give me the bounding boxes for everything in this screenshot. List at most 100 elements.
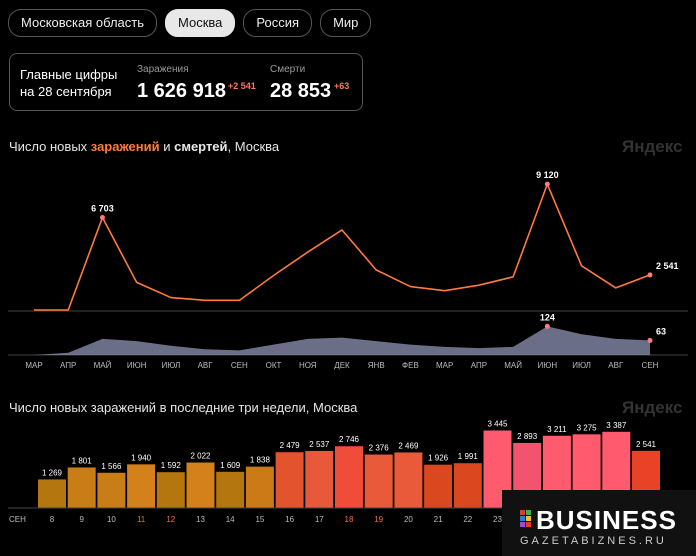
annotation-point: [647, 272, 653, 278]
x-tick-label: ИЮЛ: [162, 361, 181, 370]
summary-card: Главные цифры на 28 сентября Заражения 1…: [9, 53, 363, 111]
bar-value-label: 2 537: [309, 440, 330, 449]
x-tick-label: МАЙ: [94, 361, 112, 370]
chart1-title-cases: заражений: [90, 139, 160, 154]
bar-value-label: 1 838: [250, 456, 271, 465]
x-tick-label: АВГ: [608, 361, 624, 370]
bar-value-label: 1 269: [42, 468, 63, 477]
x-tick-label: ЯНВ: [368, 361, 385, 370]
x-tick-label: АПР: [471, 361, 487, 370]
chart1-title-post: , Москва: [227, 139, 280, 154]
annotation-point: [99, 214, 105, 220]
bar: [305, 450, 334, 508]
annotation-point: [544, 323, 550, 329]
logo-mark-icon: [520, 510, 532, 530]
bar-value-label: 1 991: [458, 452, 479, 461]
tab-russia[interactable]: Россия: [243, 9, 313, 37]
x-tick-label: ИЮН: [127, 361, 147, 370]
x-tick-label: 13: [196, 515, 205, 524]
x-tick-label: 19: [374, 515, 383, 524]
bar-value-label: 2 022: [190, 452, 211, 461]
chart1-title: Число новых заражений и смертей, Москва: [9, 139, 279, 154]
annotation-label: 9 120: [536, 170, 559, 180]
x-tick-label: СЕН: [231, 361, 248, 370]
x-tick-label: ОКТ: [266, 361, 282, 370]
x-tick-label: МАР: [25, 361, 42, 370]
x-tick-label: АПР: [60, 361, 76, 370]
bar-value-label: 1 592: [161, 461, 182, 470]
tab-world[interactable]: Мир: [320, 9, 372, 37]
annotation-label: 2 541: [656, 261, 679, 271]
x-tick-label: ИЮН: [538, 361, 558, 370]
summary-title: Главные цифры на 28 сентября: [20, 66, 140, 100]
bar-value-label: 1 566: [101, 462, 122, 471]
chart1-title-mid: и: [159, 139, 175, 154]
region-tabs: Московская область Москва Россия Мир: [8, 9, 372, 37]
annotation-label: 63: [656, 326, 666, 336]
x-tick-label: СЕН: [642, 361, 659, 370]
summary-title-line1: Главные цифры: [20, 67, 118, 82]
bar: [275, 452, 304, 508]
bar: [156, 472, 185, 508]
bar: [453, 463, 482, 508]
x-tick-label: 20: [404, 515, 413, 524]
x-tick-label: ФЕВ: [402, 361, 419, 370]
x-tick-label: 11: [137, 515, 146, 524]
bar: [97, 472, 126, 508]
cases-label: Заражения: [137, 64, 189, 75]
bar-value-label: 2 376: [369, 444, 390, 453]
bar: [245, 466, 274, 508]
chart1-watermark: Яндекс: [622, 137, 683, 156]
x-tick-label: 12: [166, 515, 175, 524]
x-tick-label: АВГ: [198, 361, 214, 370]
x-tick-label: 23: [493, 515, 502, 524]
cases-delta: +2 541: [228, 81, 256, 91]
bar: [364, 454, 393, 508]
chart1-title-deaths: смертей: [174, 139, 228, 154]
logo-site: GAZETABIZNES.RU: [520, 535, 667, 547]
bar-value-label: 2 541: [636, 440, 657, 449]
bar-value-label: 1 940: [131, 453, 152, 462]
cases-value: 1 626 918: [137, 80, 226, 102]
bar-value-label: 1 801: [72, 456, 93, 465]
chart1-title-pre: Число новых: [9, 139, 91, 154]
x-tick-label: 21: [434, 515, 443, 524]
bar: [67, 467, 96, 508]
cases-series-line: [34, 183, 651, 311]
chart2-title: Число новых заражений в последние три не…: [9, 400, 358, 415]
bar-value-label: 3 445: [487, 419, 508, 428]
x-tick-label: 14: [226, 515, 235, 524]
bar-value-label: 2 479: [280, 441, 301, 450]
chart2-watermark: Яндекс: [622, 398, 683, 417]
x-tick-label: МАЙ: [504, 361, 522, 370]
x-tick-label: 10: [107, 515, 116, 524]
bar: [394, 452, 423, 508]
bar-value-label: 3 275: [577, 423, 598, 432]
x-tick-label: 15: [255, 515, 264, 524]
summary-title-line2: на 28 сентября: [20, 84, 112, 99]
deaths-series-area: [34, 326, 650, 355]
deaths-value: 28 853: [270, 80, 332, 102]
tab-moscow[interactable]: Москва: [165, 9, 236, 37]
bar: [216, 471, 245, 508]
bar: [38, 479, 66, 508]
bar-value-label: 1 609: [220, 461, 241, 470]
business-logo: BUSINESS GAZETABIZNES.RU: [502, 490, 696, 556]
tab-moscow-region[interactable]: Московская область: [8, 9, 158, 37]
x-tick-label: 8: [50, 515, 55, 524]
annotation-point: [544, 181, 550, 187]
bar-value-label: 2 746: [339, 435, 360, 444]
annotation-point: [647, 337, 653, 343]
bar-value-label: 3 211: [547, 425, 567, 434]
x-tick-label: 22: [463, 515, 472, 524]
chart2-month-label: СЕН: [9, 515, 26, 524]
bar-value-label: 2 469: [398, 441, 419, 450]
x-tick-label: ИЮЛ: [572, 361, 591, 370]
x-tick-label: ДЕК: [334, 361, 350, 370]
bar: [335, 446, 363, 508]
x-tick-label: МАР: [436, 361, 453, 370]
bar-value-label: 2 893: [517, 432, 538, 441]
x-tick-label: 17: [315, 515, 324, 524]
logo-name: BUSINESS: [536, 505, 677, 535]
bar: [186, 462, 215, 508]
